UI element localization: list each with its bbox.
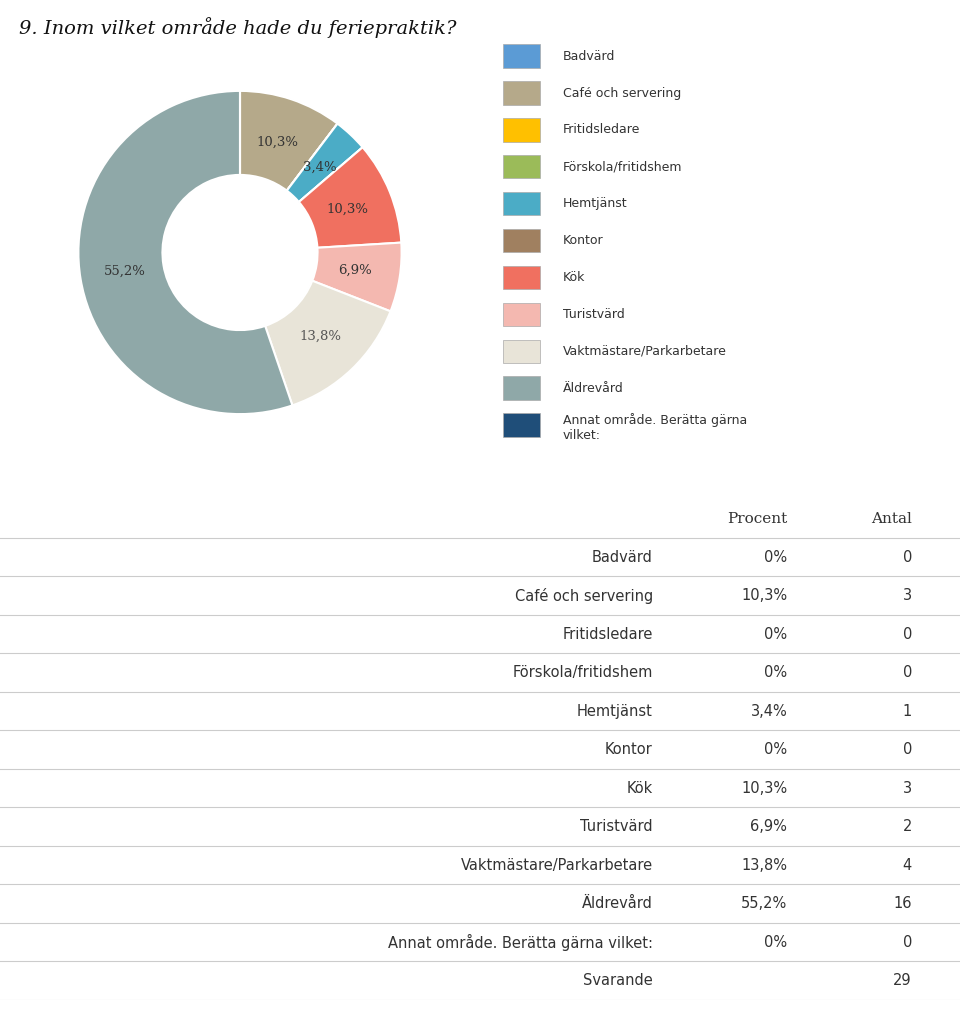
Text: 0%: 0% [764,666,787,680]
Text: Antal: Antal [871,511,912,525]
Text: 16: 16 [894,896,912,911]
Text: Kontor: Kontor [563,234,604,247]
Text: 0: 0 [902,666,912,680]
Text: Annat område. Berätta gärna vilket:: Annat område. Berätta gärna vilket: [388,933,653,950]
Text: 55,2%: 55,2% [741,896,787,911]
Text: Kök: Kök [627,781,653,796]
Text: 10,3%: 10,3% [326,202,369,215]
Text: 0%: 0% [764,626,787,641]
Text: Turistvärd: Turistvärd [563,308,625,321]
Text: 0%: 0% [764,742,787,758]
Text: Svarande: Svarande [583,974,653,988]
Text: 2: 2 [902,819,912,834]
Text: Förskola/fritidshem: Förskola/fritidshem [563,161,683,174]
Text: Annat område. Berätta gärna: Annat område. Berätta gärna [563,413,747,427]
Text: Vaktmästare/Parkarbetare: Vaktmästare/Parkarbetare [461,857,653,873]
Wedge shape [240,91,338,191]
Text: Fritidsledare: Fritidsledare [563,626,653,641]
Text: 0%: 0% [764,549,787,565]
Text: 13,8%: 13,8% [300,330,342,343]
Text: 10,3%: 10,3% [741,588,787,603]
Text: 4: 4 [902,857,912,873]
Text: 9. Inom vilket område hade du feriepraktik?: 9. Inom vilket område hade du ferieprakt… [19,17,457,38]
Wedge shape [299,147,363,202]
Text: Badvärd: Badvärd [563,49,615,63]
Bar [503,44,540,68]
Text: 3: 3 [902,781,912,796]
Bar [503,266,540,289]
Text: Kontor: Kontor [605,742,653,758]
Text: 10,3%: 10,3% [256,135,298,148]
Text: Hemtjänst: Hemtjänst [577,704,653,718]
Text: Badvärd: Badvärd [592,549,653,565]
Text: 1: 1 [902,704,912,718]
Text: 3,4%: 3,4% [751,704,787,718]
Text: Äldrevård: Äldrevård [563,382,624,395]
Text: Äldrevård: Äldrevård [582,896,653,911]
Text: 10,3%: 10,3% [741,781,787,796]
Text: Vaktmästare/Parkarbetare: Vaktmästare/Parkarbetare [563,344,727,358]
Bar [503,303,540,326]
Text: 0: 0 [902,934,912,949]
Text: Procent: Procent [727,511,787,525]
Text: Café och servering: Café och servering [563,87,682,100]
Text: 0: 0 [902,626,912,641]
Bar [503,82,540,105]
Bar [503,413,540,436]
Text: Turistvärd: Turistvärd [580,819,653,834]
Text: 55,2%: 55,2% [105,265,146,278]
Text: 3,4%: 3,4% [303,162,337,175]
Wedge shape [287,123,338,191]
Bar [503,377,540,400]
Bar [503,156,540,179]
Bar [503,118,540,141]
Text: 0%: 0% [764,934,787,949]
Bar [503,229,540,252]
Text: Café och servering: Café och servering [515,588,653,604]
Text: Fritidsledare: Fritidsledare [563,123,640,136]
Wedge shape [79,91,293,414]
Wedge shape [265,281,391,405]
Text: 6,9%: 6,9% [751,819,787,834]
Wedge shape [287,123,338,191]
Bar [503,339,540,363]
Bar [503,192,540,215]
Wedge shape [287,123,363,202]
Text: vilket:: vilket: [563,429,601,442]
Text: Kök: Kök [563,271,586,284]
Wedge shape [312,242,401,311]
Text: Hemtjänst: Hemtjänst [563,197,628,210]
Text: 3: 3 [902,588,912,603]
Text: 0: 0 [902,549,912,565]
Text: 6,9%: 6,9% [338,264,372,277]
Text: 0: 0 [902,742,912,758]
Text: 13,8%: 13,8% [741,857,787,873]
Wedge shape [299,147,401,247]
Text: Förskola/fritidshem: Förskola/fritidshem [513,666,653,680]
Text: 29: 29 [894,974,912,988]
